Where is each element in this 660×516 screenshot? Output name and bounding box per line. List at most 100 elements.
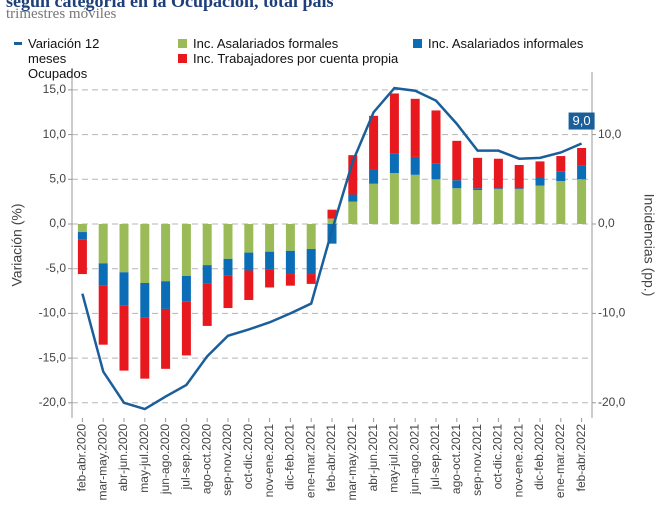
bar: [493, 189, 503, 224]
bar: [369, 115, 379, 170]
x-tick-label: abr-jun.2020: [116, 424, 130, 492]
bar: [556, 181, 566, 224]
bar: [161, 281, 171, 309]
bar: [514, 189, 524, 224]
bar: [140, 223, 150, 283]
bar: [306, 223, 316, 250]
x-tick-label: sep-nov.2020: [220, 424, 234, 496]
legend-item: Inc. Asalariados informales: [413, 36, 643, 51]
y2-tick-label: -20,0: [598, 395, 626, 409]
bar: [410, 156, 420, 175]
legend-label: Inc. Trabajadores por cuenta propia: [193, 51, 399, 66]
bar: [223, 258, 233, 276]
x-tick-label: nov-ene.2021: [511, 424, 525, 498]
bar: [452, 140, 462, 181]
x-tick-label: sep-nov.2021: [470, 424, 484, 496]
x-tick-label: feb-abr.2022: [574, 424, 588, 492]
legend-item: Inc. Trabajadores por cuenta propia: [178, 51, 438, 66]
bar: [577, 179, 587, 224]
bar: [181, 301, 191, 356]
bar: [327, 218, 337, 224]
x-tick-label: jun-ago.2021: [407, 424, 421, 495]
bar: [98, 223, 108, 264]
bar: [431, 179, 441, 224]
bar: [369, 183, 379, 224]
bar: [493, 188, 503, 190]
bar: [514, 188, 524, 190]
bar: [244, 223, 254, 253]
x-tick-label: abr-jun.2021: [366, 424, 380, 492]
bar: [223, 223, 233, 259]
bar: [410, 98, 420, 157]
bar: [431, 163, 441, 180]
bar: [119, 272, 129, 306]
bar: [285, 250, 295, 275]
bar: [473, 157, 483, 189]
x-tick-label: feb-abr.2021: [324, 424, 338, 492]
legend-swatch: [178, 54, 187, 63]
legend-label: Inc. Asalariados formales: [193, 36, 339, 51]
legend-swatch: [413, 39, 422, 48]
bar: [327, 209, 337, 219]
y-tick-label: 10,0: [43, 127, 67, 141]
y-tick-label: 15,0: [43, 82, 67, 96]
y-tick-label: -5,0: [45, 261, 66, 275]
legend-swatch: [14, 42, 22, 45]
bar: [577, 147, 587, 166]
bar: [389, 153, 399, 174]
legend-item: Inc. Asalariados formales: [178, 36, 408, 51]
bar: [77, 239, 87, 275]
bar: [202, 223, 212, 266]
legend-label: Variación 12 meses Ocupados: [28, 36, 100, 81]
bar: [348, 201, 358, 224]
x-tick-label: ene-mar.2021: [303, 424, 317, 498]
x-tick-label: dic-feb.2022: [532, 424, 546, 490]
y-axis-title: Variación (%): [9, 204, 25, 287]
bar: [306, 274, 316, 284]
y2-axis-title: Incidencias (pp.): [641, 194, 657, 297]
bar: [244, 252, 254, 271]
bar: [410, 174, 420, 224]
bar: [389, 173, 399, 224]
bar: [98, 263, 108, 286]
x-tick-label: jun-ago.2020: [158, 424, 172, 495]
bar: [181, 223, 191, 276]
bar: [265, 223, 275, 252]
bar: [452, 188, 462, 224]
bar: [285, 274, 295, 286]
bar: [140, 282, 150, 318]
bar: [535, 177, 545, 186]
chart-title: según categoría en la Ocupación, total p…: [6, 0, 334, 11]
bar: [77, 232, 87, 240]
bar: [514, 164, 524, 189]
bar: [202, 265, 212, 284]
legend-item: Variación 12 meses Ocupados: [14, 36, 124, 81]
bar: [348, 155, 358, 195]
bar: [140, 317, 150, 379]
bar: [348, 194, 358, 202]
bar: [98, 285, 108, 345]
x-tick-label: jul-sep.2020: [179, 424, 193, 491]
bar: [119, 305, 129, 371]
bar: [535, 185, 545, 224]
bar: [452, 180, 462, 189]
line: [81, 86, 583, 411]
x-tick-label: may-jul.2020: [137, 424, 151, 493]
bar: [181, 275, 191, 302]
legend-label: Inc. Asalariados informales: [428, 36, 584, 51]
legend-swatch: [178, 39, 187, 48]
bar: [265, 251, 275, 270]
bar: [577, 165, 587, 180]
x-tick-label: nov-ene.2021: [262, 424, 276, 498]
x-tick-label: ago-oct.2021: [449, 424, 463, 494]
bar: [161, 223, 171, 282]
bar: [119, 223, 129, 273]
bar: [244, 270, 254, 300]
y2-tick-label: 0,0: [598, 216, 615, 230]
x-tick-label: oct-dic.2021: [491, 424, 505, 490]
y-tick-label: -10,0: [39, 306, 67, 320]
value-label: 9,0: [573, 113, 591, 128]
bar: [535, 161, 545, 178]
